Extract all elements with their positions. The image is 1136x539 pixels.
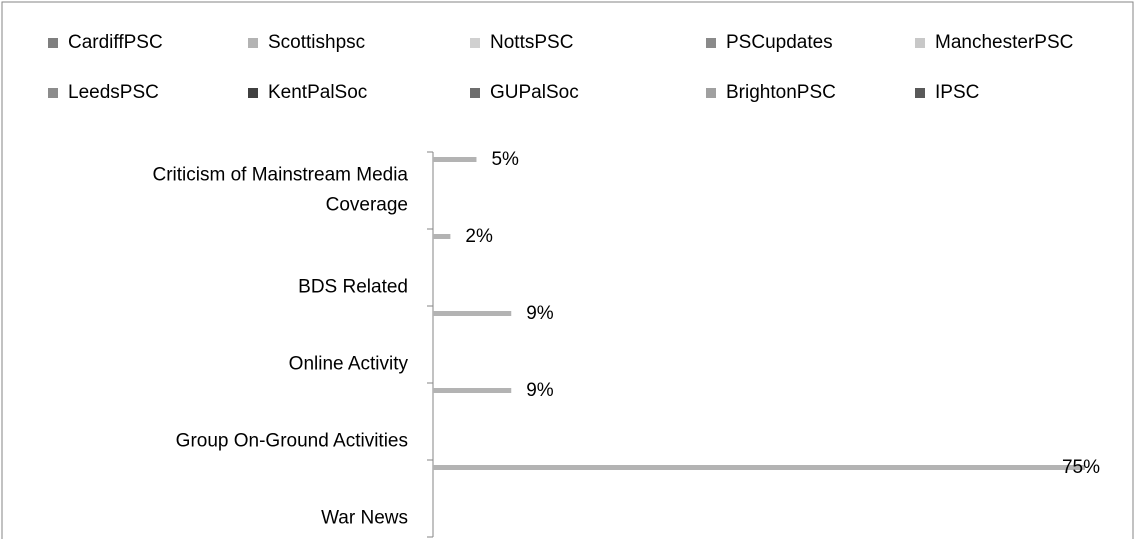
- bar: [433, 388, 512, 393]
- legend-swatch: [48, 88, 58, 98]
- legend-label: KentPalSoc: [268, 82, 367, 103]
- legend-label: BrightonPSC: [726, 82, 836, 103]
- legend-swatch: [48, 38, 58, 48]
- y-tick-label: Group On-Ground Activities: [176, 431, 408, 452]
- legend-swatch: [470, 88, 480, 98]
- y-tick-label: Criticism of Mainstream Media: [153, 165, 409, 186]
- legend-swatch: [915, 38, 925, 48]
- legend-label: IPSC: [935, 82, 979, 103]
- legend-label: PSCupdates: [726, 32, 833, 53]
- data-label: 9%: [526, 303, 554, 324]
- bar: [433, 465, 1085, 470]
- y-tick-label: War News: [321, 508, 408, 529]
- legend-label: CardiffPSC: [68, 32, 163, 53]
- bar: [433, 157, 477, 162]
- legend-label: NottsPSC: [490, 32, 573, 53]
- data-label: 5%: [491, 149, 519, 170]
- legend-swatch: [706, 38, 716, 48]
- bar: [433, 234, 451, 239]
- y-tick-label: Online Activity: [289, 354, 409, 375]
- legend-label: LeedsPSC: [68, 82, 159, 103]
- y-tick-label: Coverage: [326, 195, 408, 216]
- legend-label: GUPalSoc: [490, 82, 579, 103]
- legend-swatch: [248, 38, 258, 48]
- legend-swatch: [470, 38, 480, 48]
- legend-label: Scottishpsc: [268, 32, 365, 53]
- legend-swatch: [248, 88, 258, 98]
- data-label: 75%: [1062, 457, 1100, 478]
- data-label: 2%: [465, 226, 493, 247]
- legend-label: ManchesterPSC: [935, 32, 1073, 53]
- bar: [433, 311, 512, 316]
- y-tick-label: BDS Related: [298, 277, 408, 298]
- legend-swatch: [706, 88, 716, 98]
- data-label: 9%: [526, 380, 554, 401]
- legend-swatch: [915, 88, 925, 98]
